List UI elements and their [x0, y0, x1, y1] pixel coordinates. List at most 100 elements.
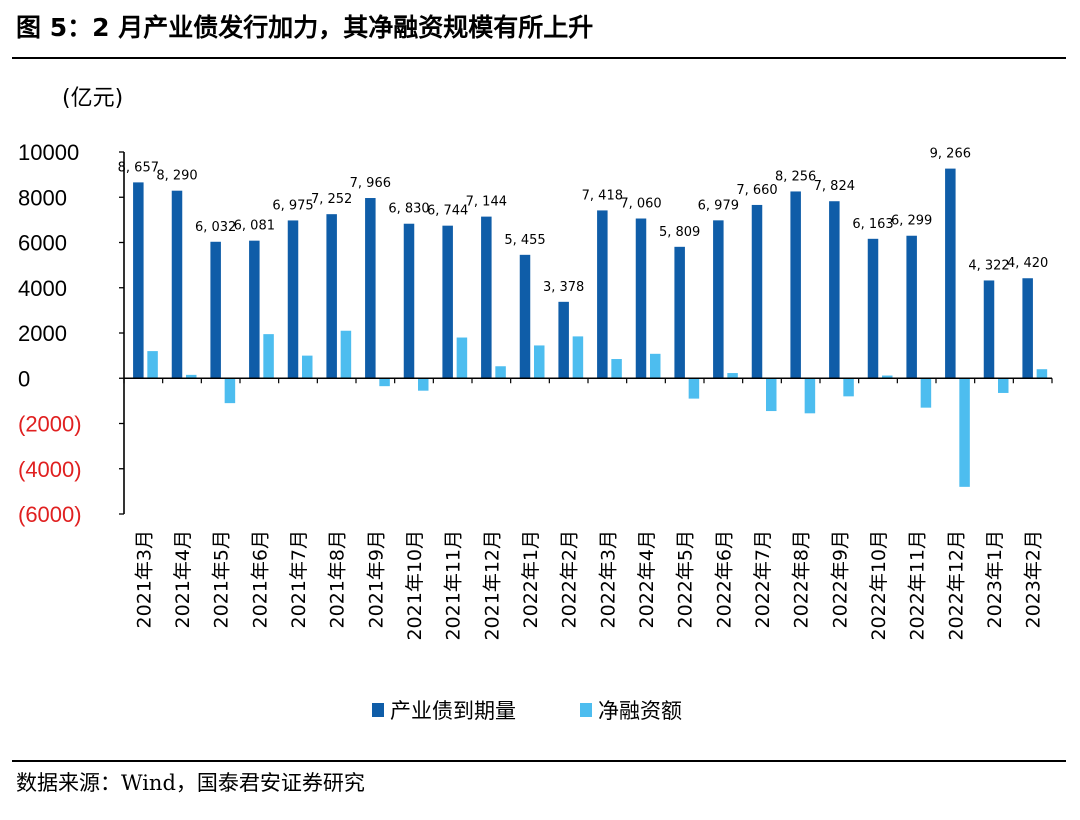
- data-label-series-1: 7, 144: [466, 195, 507, 210]
- source-rule: [12, 760, 1066, 762]
- data-label-series-1: 7, 660: [736, 183, 777, 198]
- legend-label-series-1: 产业债到期量: [390, 699, 516, 723]
- y-axis-unit-label: (亿元): [62, 86, 124, 111]
- bar-series-1: [790, 191, 801, 379]
- bar-series-2: [611, 359, 622, 379]
- bar-series-2: [998, 378, 1009, 393]
- bar-series-2: [766, 378, 777, 412]
- x-tick-label: 2021年12月: [481, 530, 503, 641]
- y-tick-label: (2000): [18, 412, 82, 437]
- bar-series-2: [186, 374, 197, 379]
- y-tick-label: 4000: [18, 276, 67, 301]
- y-tick-label: (4000): [18, 457, 82, 482]
- y-axis: 10000 8000 6000 4000 2000 0 (2000) (4000) (6000): [18, 140, 125, 527]
- x-tick-label: 2021年5月: [211, 530, 233, 628]
- bar-series-2: [147, 351, 158, 379]
- bar-series-2: [843, 378, 854, 397]
- bar-series-1: [326, 214, 337, 379]
- bar-series-1: [210, 241, 221, 379]
- data-label-series-1: 6, 081: [234, 219, 275, 234]
- data-label-series-1: 3, 378: [543, 280, 584, 295]
- y-tick-label: 2000: [18, 321, 67, 346]
- source-note: 数据来源：Wind，国泰君安证券研究: [16, 771, 365, 795]
- bar-series-2: [572, 336, 584, 379]
- bar-series-1: [713, 220, 724, 379]
- bar-series-1: [945, 168, 956, 379]
- bar-series-1: [674, 246, 685, 379]
- x-tick-label: 2022年9月: [829, 530, 851, 628]
- data-label-series-1: 6, 163: [852, 217, 893, 232]
- bar-series-2: [379, 378, 390, 387]
- bar-series-1: [481, 216, 492, 379]
- x-tick-label: 2021年4月: [172, 530, 194, 628]
- bar-series-2: [418, 378, 429, 391]
- data-label-series-1: 7, 418: [582, 188, 623, 203]
- bars: [133, 168, 1048, 487]
- title-rule: [12, 57, 1066, 59]
- bar-series-2: [224, 378, 236, 404]
- x-tick-label: 2023年1月: [984, 530, 1006, 628]
- x-tick-labels: 2021年3月 2021年4月 2021年5月 2021年6月 2021年7月 2021年…: [133, 530, 1044, 641]
- x-tick-label: 2022年1月: [520, 530, 542, 628]
- x-tick-label: 2023年2月: [1023, 530, 1045, 628]
- y-tick-label: 8000: [18, 185, 67, 210]
- x-axis: [123, 377, 1053, 384]
- bar-series-2: [920, 378, 932, 408]
- bar-series-1: [906, 235, 917, 379]
- legend: 产业债到期量 净融资额: [372, 699, 682, 723]
- bar-series-1: [519, 254, 531, 379]
- bar-series-2: [727, 373, 738, 379]
- bar-series-2: [263, 334, 274, 379]
- data-label-series-1: 8, 256: [775, 169, 816, 184]
- data-label-series-1: 6, 830: [388, 202, 429, 217]
- x-tick-label: 2022年5月: [675, 530, 697, 628]
- bar-series-1: [635, 218, 647, 379]
- x-tick-label: 2021年3月: [133, 530, 155, 628]
- bar-series-1: [597, 210, 608, 379]
- bar-series-2: [534, 345, 545, 379]
- bar-series-1: [983, 280, 995, 379]
- bar-series-1: [171, 190, 183, 379]
- data-label-series-1: 6, 975: [272, 198, 313, 213]
- bar-chart: 10000 8000 6000 4000 2000 0 (2000) (4000) (6000)…: [18, 140, 1053, 723]
- chart-title: 图 5：2 月产业债发行加力，其净融资规模有所上升: [16, 13, 594, 42]
- bar-series-1: [365, 198, 376, 379]
- bar-series-1: [558, 301, 569, 379]
- y-tick-label: (6000): [18, 502, 82, 527]
- x-tick-label: 2022年7月: [752, 530, 774, 628]
- data-label-series-1: 7, 824: [814, 179, 855, 194]
- x-tick-label: 2022年12月: [945, 530, 967, 641]
- bar-series-1: [287, 220, 299, 379]
- data-label-series-1: 8, 290: [156, 169, 197, 184]
- bar-series-2: [882, 375, 893, 379]
- bar-series-1: [829, 201, 840, 379]
- x-tick-label: 2022年8月: [791, 530, 813, 628]
- bar-series-2: [456, 337, 468, 379]
- x-tick-label: 2022年3月: [597, 530, 619, 628]
- data-label-series-1: 6, 979: [698, 198, 739, 213]
- data-label-series-1: 9, 266: [930, 147, 971, 162]
- data-label-series-1: 4, 322: [968, 258, 1009, 273]
- x-tick-label: 2022年2月: [559, 530, 581, 628]
- bar-series-2: [495, 366, 506, 379]
- legend-swatch-series-1: [372, 703, 384, 717]
- bar-series-1: [133, 182, 144, 379]
- bar-series-2: [804, 378, 816, 414]
- x-tick-label: 2022年10月: [868, 530, 890, 641]
- x-tick-label: 2021年11月: [443, 530, 465, 641]
- y-tick-label: 0: [18, 366, 30, 391]
- y-tick-label: 6000: [18, 231, 67, 256]
- data-label-series-1: 5, 455: [504, 233, 545, 248]
- bar-series-1: [442, 225, 453, 379]
- x-tick-label: 2021年8月: [327, 530, 349, 628]
- legend-label-series-2: 净融资额: [598, 699, 682, 723]
- bar-series-2: [688, 378, 700, 399]
- data-label-series-1: 7, 966: [350, 176, 391, 191]
- bar-series-1: [1022, 278, 1033, 379]
- bar-series-2: [650, 353, 661, 379]
- bar-series-2: [959, 378, 970, 487]
- data-label-series-1: 7, 252: [311, 192, 352, 207]
- x-tick-label: 2022年6月: [713, 530, 735, 628]
- y-tick-label: 10000: [18, 140, 79, 165]
